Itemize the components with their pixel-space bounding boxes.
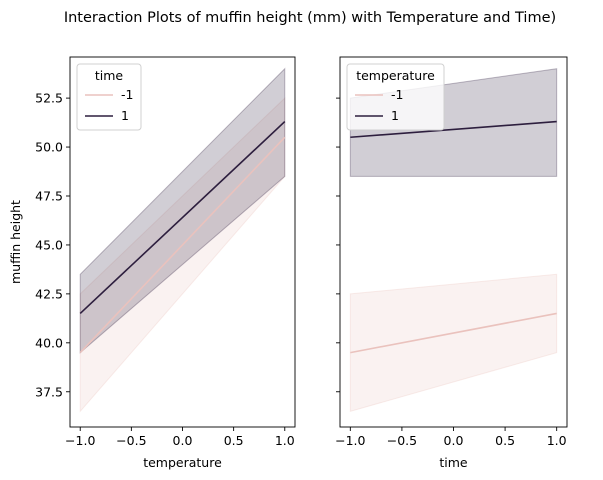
legend-entry-label: 1 xyxy=(391,108,399,123)
x-tick-label: 0.5 xyxy=(495,433,515,448)
legend-box xyxy=(346,63,445,131)
confidence-band--1 xyxy=(349,273,558,413)
legend-entry-label: 1 xyxy=(121,108,129,123)
x-tick-label: −0.5 xyxy=(387,433,417,448)
x-tick-label: 1.0 xyxy=(275,433,295,448)
x-tick-label: 0.0 xyxy=(444,433,464,448)
x-tick-label: 0.0 xyxy=(173,433,193,448)
legend-entry-label: -1 xyxy=(121,87,133,102)
y-axis-label: muffin height xyxy=(8,200,23,284)
y-tick-label: 50.0 xyxy=(35,140,63,155)
legend-title: time xyxy=(95,68,124,83)
series-line--1 xyxy=(79,136,286,354)
confidence-band-1 xyxy=(79,67,286,354)
x-tick-label: 0.5 xyxy=(224,433,244,448)
y-tick-label: 45.0 xyxy=(35,237,63,252)
legend: temperature -1 1 xyxy=(346,63,445,131)
y-tick-label: 52.5 xyxy=(35,91,63,106)
y-tick-label: 42.5 xyxy=(35,286,63,301)
series-line-1 xyxy=(350,120,557,139)
time-interaction-plot: −1.0 −0.5 0.0 0.5 1.0 time temperature -1 1 xyxy=(335,56,568,470)
legend-entry-label: -1 xyxy=(391,87,403,102)
series-line--1 xyxy=(350,312,557,354)
figure-title: Interaction Plots of muffin height (mm) … xyxy=(64,10,556,26)
legend: time -1 1 xyxy=(76,63,142,131)
confidence-band--1 xyxy=(79,96,286,413)
x-axis-label: time xyxy=(439,455,468,470)
x-tick-label: −1.0 xyxy=(335,433,365,448)
series-line-1 xyxy=(79,121,286,315)
x-tick-label: −0.5 xyxy=(116,433,146,448)
y-tick-label: 47.5 xyxy=(35,188,63,203)
x-tick-label: 1.0 xyxy=(547,433,567,448)
legend-title: temperature xyxy=(356,68,435,83)
x-tick-label: −1.0 xyxy=(65,433,95,448)
x-axis-label: temperature xyxy=(143,455,222,470)
y-tick-label: 37.5 xyxy=(35,384,63,399)
temperature-interaction-plot: −1.0 −0.5 0.0 0.5 1.0 37.5 40.0 42.5 45.0 47.5 50.… xyxy=(8,56,296,470)
legend-box xyxy=(76,63,142,131)
y-tick-label: 40.0 xyxy=(35,335,63,350)
